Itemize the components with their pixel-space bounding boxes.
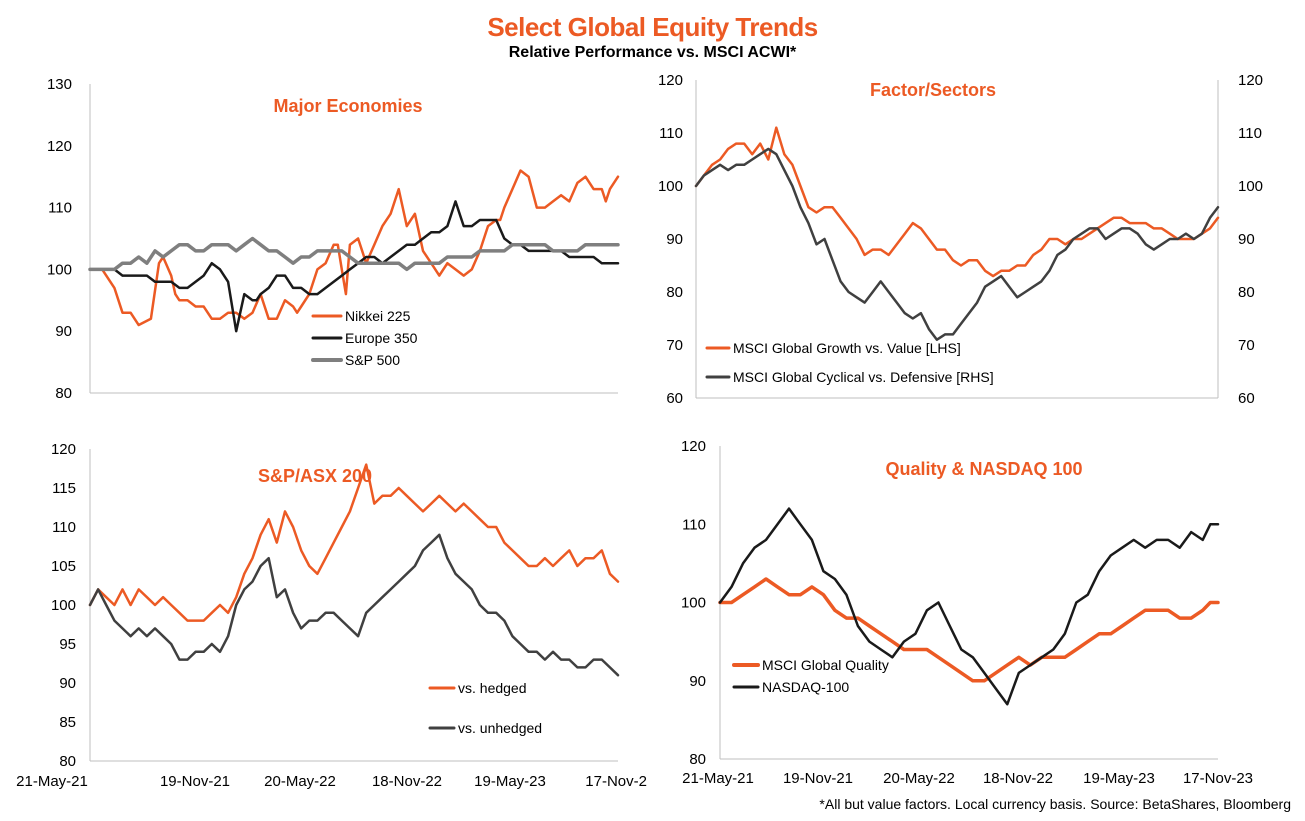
factor-y-tick-label-right: 120	[1238, 72, 1263, 89]
major-y-tick-label: 100	[47, 261, 72, 278]
asx-x-tick-label: 21-May-21	[16, 773, 88, 790]
major-y-tick-label: 80	[55, 385, 72, 402]
factor-y-tick-label: 100	[658, 178, 683, 195]
quality-x-tick-label: 17-Nov-23	[1183, 770, 1253, 787]
asx-x-tick-label: 19-Nov-21	[160, 773, 230, 790]
factor-panel-title: Factor/Sectors	[870, 80, 996, 100]
asx-y-tick-label: 85	[59, 714, 76, 731]
quality-series-nasdaq-100	[718, 507, 1220, 706]
factor-y-tick-label: 110	[659, 125, 683, 142]
quality-x-tick-label: 21-May-21	[682, 770, 754, 787]
asx-x-tick-label: 17-Nov-2	[585, 773, 647, 790]
factor-y-tick-label-right: 60	[1238, 390, 1255, 407]
quality-legend-label: MSCI Global Quality	[762, 657, 889, 673]
asx-panel-title: S&P/ASX 200	[258, 466, 372, 486]
quality-panel-title: Quality & NASDAQ 100	[885, 459, 1082, 479]
major-y-tick-label: 130	[47, 76, 72, 93]
source-footnote: *All but value factors. Local currency b…	[819, 796, 1291, 812]
factor-series-msci-global-cyclical-vs-defensive-rhs	[694, 147, 1220, 341]
major-panel-title: Major Economies	[273, 96, 422, 116]
major-series-nikkei-225	[88, 169, 620, 327]
major-series-s-p-500	[88, 236, 620, 272]
quality-y-tick-label: 120	[681, 438, 706, 455]
factor-y-tick-label: 60	[666, 390, 683, 407]
quality-y-tick-label: 110	[682, 516, 706, 533]
major-y-tick-label: 110	[48, 200, 72, 217]
asx-y-tick-label: 120	[51, 441, 76, 458]
asx-y-tick-label: 110	[52, 519, 76, 536]
asx-y-tick-label: 105	[51, 558, 76, 575]
factor-y-tick-label: 80	[666, 284, 683, 301]
asx-series-vs-hedged	[88, 463, 620, 622]
quality-y-tick-label: 90	[689, 673, 706, 690]
factor-y-tick-label: 120	[658, 72, 683, 89]
major-series-europe-350	[88, 200, 620, 333]
quality-y-tick-label: 100	[681, 595, 706, 612]
quality-series-msci-global-quality	[718, 577, 1220, 683]
major-legend-label: Europe 350	[345, 330, 418, 346]
factor-y-tick-label-right: 80	[1238, 284, 1255, 301]
page-subtitle: Relative Performance vs. MSCI ACWI*	[508, 44, 797, 61]
asx-legend-label: vs. unhedged	[458, 720, 542, 736]
factor-y-tick-label-right: 100	[1238, 178, 1263, 195]
quality-x-tick-label: 18-Nov-22	[983, 770, 1053, 787]
asx-y-tick-label: 115	[52, 480, 76, 497]
major-y-tick-label: 120	[47, 138, 72, 155]
asx-y-tick-label: 95	[59, 636, 76, 653]
quality-x-tick-label: 19-Nov-21	[783, 770, 853, 787]
major-legend-label: S&P 500	[345, 352, 400, 368]
quality-x-tick-label: 19-May-23	[1083, 770, 1155, 787]
asx-x-tick-label: 18-Nov-22	[372, 773, 442, 790]
factor-series-msci-global-growth-vs-value-lhs	[694, 126, 1220, 278]
asx-y-tick-label: 100	[51, 597, 76, 614]
factor-y-tick-label: 90	[666, 231, 683, 248]
quality-legend-label: NASDAQ-100	[762, 679, 849, 695]
asx-x-tick-label: 20-May-22	[264, 773, 336, 790]
quality-y-tick-label: 80	[689, 751, 706, 768]
asx-series-vs-unhedged	[88, 533, 620, 677]
page-title: Select Global Equity Trends	[487, 12, 818, 42]
asx-legend-label: vs. hedged	[458, 680, 527, 696]
asx-x-tick-label: 19-May-23	[474, 773, 546, 790]
factor-y-tick-label-right: 110	[1238, 125, 1262, 142]
asx-y-tick-label: 80	[59, 753, 76, 770]
major-legend-label: Nikkei 225	[345, 308, 411, 324]
factor-y-tick-label: 70	[666, 337, 683, 354]
factor-legend-label: MSCI Global Cyclical vs. Defensive [RHS]	[733, 369, 994, 385]
factor-legend-label: MSCI Global Growth vs. Value [LHS]	[733, 340, 961, 356]
quality-x-tick-label: 20-May-22	[883, 770, 955, 787]
major-y-tick-label: 90	[55, 323, 72, 340]
asx-y-tick-label: 90	[59, 675, 76, 692]
factor-y-tick-label-right: 70	[1238, 337, 1255, 354]
factor-y-tick-label-right: 90	[1238, 231, 1255, 248]
